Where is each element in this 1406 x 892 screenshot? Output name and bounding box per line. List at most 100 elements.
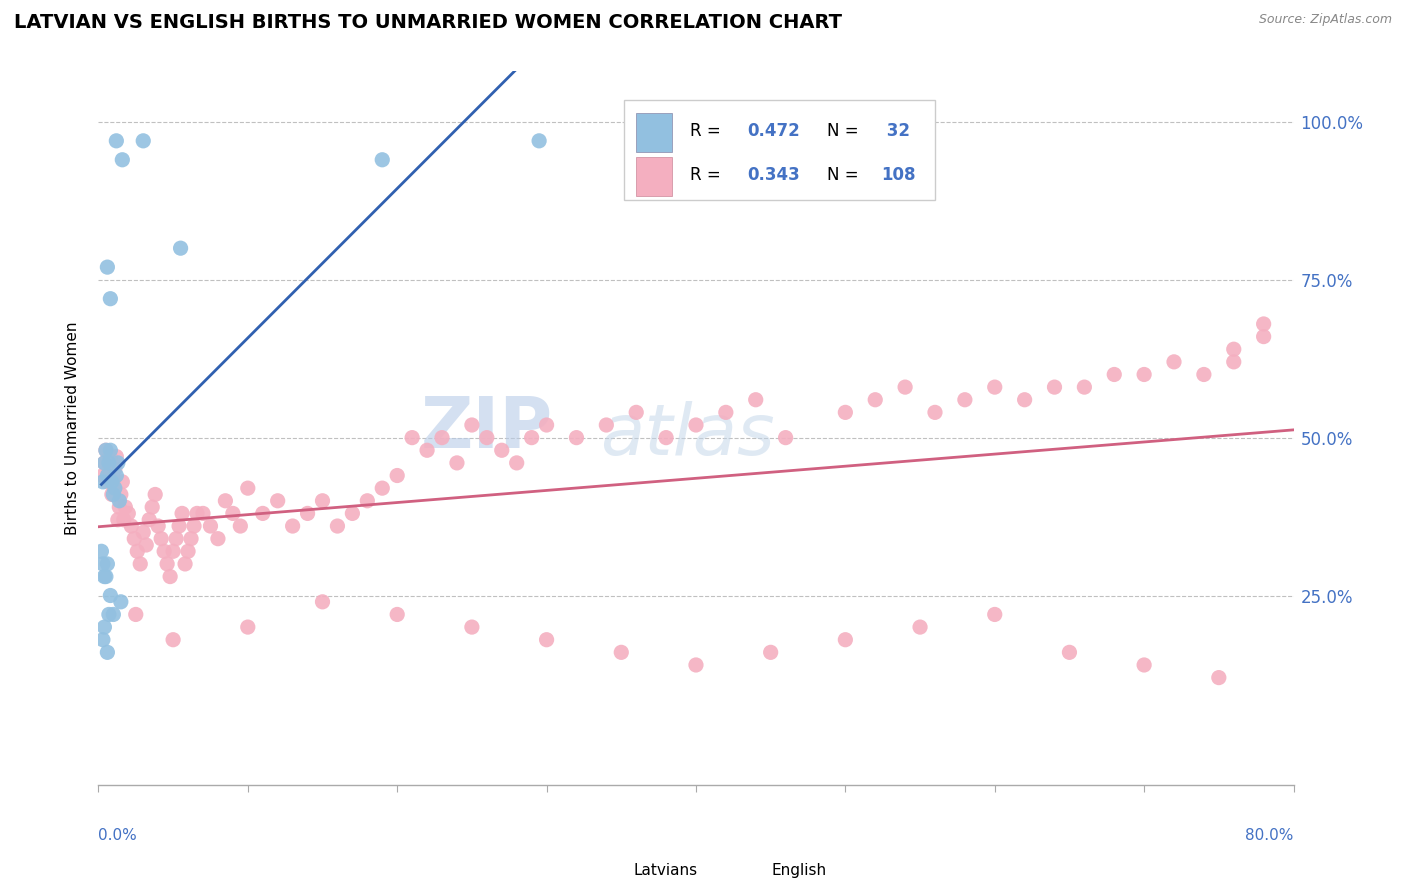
Point — [714, 405, 737, 419]
Point — [527, 134, 550, 148]
Point — [110, 595, 132, 609]
Point — [267, 493, 290, 508]
Point — [222, 507, 245, 521]
Point — [148, 519, 170, 533]
Text: Latvians: Latvians — [634, 863, 697, 878]
Point — [104, 481, 127, 495]
Point — [236, 620, 259, 634]
Point — [371, 481, 394, 495]
FancyBboxPatch shape — [637, 157, 672, 196]
Point — [1192, 368, 1215, 382]
Point — [138, 513, 160, 527]
Point — [98, 292, 122, 306]
FancyBboxPatch shape — [595, 856, 624, 888]
Point — [1014, 392, 1036, 407]
Point — [107, 456, 129, 470]
Point — [342, 507, 364, 521]
Text: English: English — [772, 863, 827, 878]
Point — [214, 493, 236, 508]
Point — [1223, 343, 1246, 357]
Point — [98, 443, 122, 458]
Point — [93, 620, 115, 634]
Point — [759, 645, 782, 659]
Point — [96, 557, 118, 571]
Point — [1133, 657, 1156, 672]
Point — [385, 607, 409, 622]
Point — [129, 557, 152, 571]
Point — [93, 456, 115, 470]
Point — [96, 645, 118, 659]
Point — [1133, 368, 1156, 382]
Point — [177, 544, 200, 558]
Text: R =: R = — [690, 121, 725, 140]
Point — [111, 475, 134, 489]
Point — [104, 462, 127, 476]
Point — [326, 519, 349, 533]
Point — [475, 431, 498, 445]
Text: 0.343: 0.343 — [748, 166, 800, 184]
Point — [297, 507, 319, 521]
Point — [191, 507, 214, 521]
FancyBboxPatch shape — [624, 100, 935, 200]
Point — [1253, 329, 1275, 343]
Point — [94, 569, 117, 583]
Point — [127, 544, 149, 558]
Point — [685, 657, 707, 672]
Point — [97, 456, 120, 470]
Text: N =: N = — [827, 121, 865, 140]
Point — [167, 519, 190, 533]
Point — [150, 532, 173, 546]
Point — [165, 532, 187, 546]
Point — [91, 632, 114, 647]
Point — [101, 487, 124, 501]
Point — [112, 513, 135, 527]
Point — [101, 475, 124, 489]
Point — [91, 475, 114, 489]
Point — [506, 456, 529, 470]
Point — [111, 153, 134, 167]
Point — [236, 481, 259, 495]
Point — [655, 431, 678, 445]
Point — [114, 500, 136, 514]
Text: ZIP: ZIP — [420, 393, 553, 463]
Point — [120, 519, 142, 533]
Point — [416, 443, 439, 458]
Point — [536, 632, 558, 647]
Point — [461, 620, 484, 634]
Point — [105, 468, 128, 483]
Point — [685, 417, 707, 432]
Point — [96, 468, 118, 483]
Point — [124, 532, 146, 546]
Point — [172, 507, 194, 521]
Text: atlas: atlas — [600, 401, 775, 470]
Point — [110, 487, 132, 501]
Point — [107, 513, 129, 527]
FancyBboxPatch shape — [733, 856, 762, 888]
Point — [371, 153, 394, 167]
Point — [229, 519, 252, 533]
Point — [105, 134, 128, 148]
Point — [865, 392, 887, 407]
Point — [143, 487, 166, 501]
Point — [186, 507, 208, 521]
Point — [1163, 355, 1185, 369]
Point — [834, 632, 856, 647]
Point — [565, 431, 588, 445]
Text: LATVIAN VS ENGLISH BIRTHS TO UNMARRIED WOMEN CORRELATION CHART: LATVIAN VS ENGLISH BIRTHS TO UNMARRIED W… — [14, 13, 842, 32]
Point — [1043, 380, 1066, 394]
Point — [103, 475, 125, 489]
Text: Source: ZipAtlas.com: Source: ZipAtlas.com — [1258, 13, 1392, 27]
Point — [132, 134, 155, 148]
Point — [520, 431, 543, 445]
Point — [595, 417, 617, 432]
Point — [162, 632, 184, 647]
Point — [924, 405, 946, 419]
Point — [96, 260, 118, 274]
Point — [98, 450, 122, 464]
Point — [984, 380, 1007, 394]
Text: R =: R = — [690, 166, 725, 184]
Point — [1253, 317, 1275, 331]
Point — [93, 569, 115, 583]
Point — [105, 450, 128, 464]
Point — [311, 595, 333, 609]
